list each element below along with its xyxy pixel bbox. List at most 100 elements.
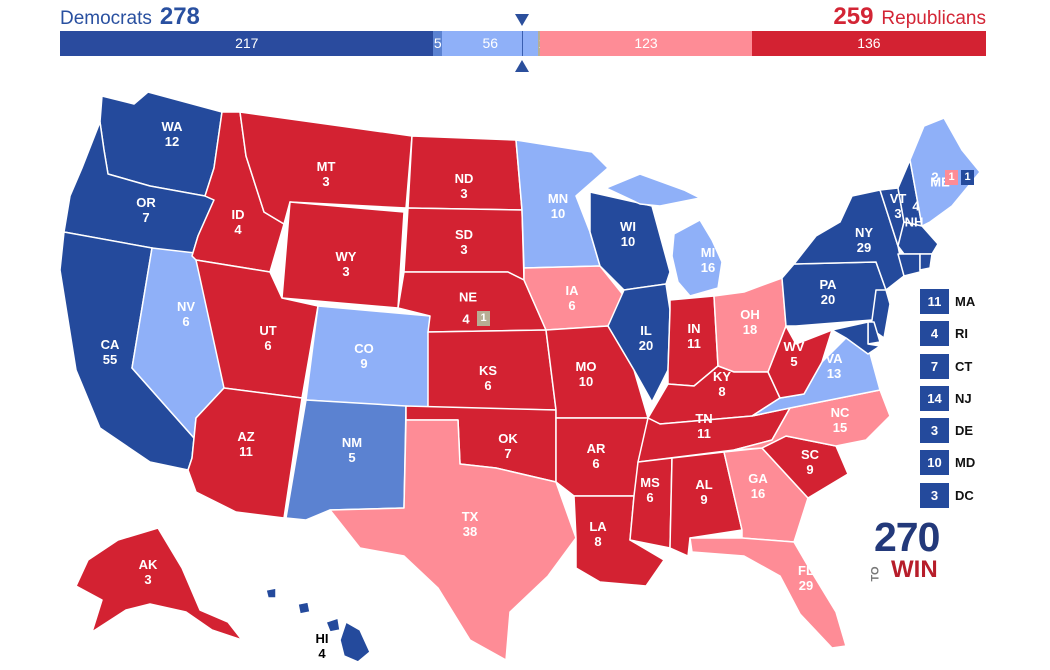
bar-segment-solid-dem[interactable]: 217 [60, 31, 434, 56]
state-label-IN: IN 11 [687, 321, 701, 351]
state-IL[interactable] [607, 283, 671, 403]
state-label-MN: MN 10 [547, 191, 569, 221]
state-label-MS: MS 6 [640, 475, 660, 505]
state-label-VT: VT 3 [889, 191, 907, 221]
state-label-NH-ev: 4 [912, 198, 920, 214]
majority-line [522, 31, 523, 56]
state-label-TN: TN 11 [695, 411, 713, 441]
republicans-header: 259 Republicans [833, 4, 986, 32]
state-AZ[interactable] [187, 387, 303, 519]
state-label-KS: KS 6 [478, 363, 498, 393]
small-state-abbr: CT [955, 358, 973, 374]
democrats-header: Democrats 278 [60, 4, 200, 32]
state-label-HI: HI 4 [315, 631, 329, 661]
state-label-NM: NM 5 [341, 435, 363, 465]
republicans-total: 259 [833, 3, 874, 30]
state-MI-upper[interactable] [605, 173, 701, 207]
state-label-IL: IL 20 [638, 323, 654, 353]
state-CT[interactable] [897, 253, 921, 277]
small-state-abbr: DE [955, 423, 974, 439]
small-state-ev: 3 [920, 482, 949, 508]
state-label-ND: ND 3 [454, 171, 474, 201]
state-label-NE-ev: 4 [462, 311, 470, 327]
state-label-FL: FL 29 [798, 563, 814, 593]
state-RI[interactable] [919, 253, 933, 271]
logo-number: 270 [874, 514, 940, 560]
state-label-NC: NC 15 [830, 405, 850, 435]
state-label-IA: IA 6 [565, 283, 579, 313]
me-district-2-box[interactable]: 1 [961, 170, 974, 185]
state-WV[interactable] [767, 325, 833, 399]
small-state-abbr: DC [955, 487, 974, 503]
majority-marker-down-icon [515, 14, 529, 26]
small-state-abbr: MD [955, 455, 976, 471]
majority-marker-up-icon [515, 60, 529, 72]
270towin-logo[interactable]: 270 TO WIN [870, 514, 944, 583]
state-label-GA: GA 16 [748, 471, 768, 501]
democrats-total: 278 [159, 3, 200, 30]
state-HI-maui[interactable] [325, 617, 341, 633]
state-label-CA: CA 55 [100, 337, 120, 367]
state-HI-big[interactable] [339, 621, 371, 663]
state-label-ME: ME [930, 174, 950, 190]
state-label-NH: NH [904, 214, 924, 230]
small-state-ev: 4 [920, 321, 949, 347]
state-label-WV: WV 5 [783, 339, 805, 369]
state-label-NY: NY 29 [854, 225, 874, 255]
small-state-ev: 3 [920, 418, 949, 444]
democrats-label: Democrats [60, 8, 152, 29]
state-label-MO: MO 10 [575, 359, 597, 389]
state-AK[interactable] [75, 527, 243, 641]
state-label-KY: KY 8 [712, 369, 732, 399]
state-label-ID: ID 4 [231, 207, 245, 237]
state-MI[interactable] [671, 219, 723, 297]
state-label-LA: LA 8 [589, 519, 607, 549]
state-label-NE: NE [458, 289, 478, 305]
state-label-NV: NV 6 [176, 299, 196, 329]
state-label-AL: AL 9 [695, 477, 713, 507]
state-label-MI: MI 16 [700, 245, 716, 275]
republicans-label: Republicans [881, 8, 986, 29]
state-label-TX: TX 38 [461, 509, 479, 539]
state-label-AR: AR 6 [586, 441, 606, 471]
bar-segment-likely-dem[interactable]: 5 [433, 31, 443, 56]
state-label-AK: AK 3 [138, 557, 158, 587]
state-label-PA: PA 20 [819, 277, 837, 307]
state-label-AZ: AZ 11 [237, 429, 255, 459]
small-state-ev: 10 [920, 450, 949, 476]
state-label-VA: VA 13 [825, 351, 843, 381]
me-district-1-box[interactable]: 1 [945, 170, 958, 185]
state-label-UT: UT 6 [259, 323, 277, 353]
bar-segment-tossup[interactable]: 1 [538, 31, 541, 56]
bar-segment-lean-rep[interactable]: 123 [540, 31, 752, 56]
state-HI-kauai[interactable] [265, 587, 277, 599]
state-label-MT: MT 3 [316, 159, 336, 189]
state-label-OK: OK 7 [498, 431, 518, 461]
state-FL[interactable] [689, 537, 847, 649]
state-label-SD: SD 3 [454, 227, 474, 257]
logo-to: TO [869, 566, 882, 582]
state-label-WY: WY 3 [335, 249, 357, 279]
state-label-SC: SC 9 [800, 447, 820, 477]
state-HI-oahu[interactable] [297, 601, 311, 615]
small-state-abbr: RI [955, 326, 968, 342]
small-state-ev: 11 [920, 289, 949, 314]
state-label-CO: CO 9 [354, 341, 374, 371]
bar-segment-solid-rep[interactable]: 136 [751, 31, 986, 56]
state-label-ME-ev: 2 [931, 169, 939, 185]
small-state-ev: 14 [920, 385, 949, 411]
state-MD[interactable] [831, 321, 881, 355]
state-label-WA: WA 12 [161, 119, 183, 149]
small-state-ev: 7 [920, 353, 949, 379]
ne-district-box[interactable]: 1 [477, 311, 490, 326]
state-TX[interactable] [329, 419, 577, 661]
state-label-OR: OR 7 [136, 195, 156, 225]
small-state-abbr: NJ [955, 390, 972, 406]
small-state-abbr: MA [955, 294, 976, 309]
state-label-OH: OH 18 [740, 307, 760, 337]
state-label-WI: WI 10 [620, 219, 636, 249]
logo-win: WIN [891, 556, 938, 583]
state-MS[interactable] [629, 457, 673, 549]
electoral-vote-bar: 217 5 56 1 123 136 [60, 31, 986, 56]
